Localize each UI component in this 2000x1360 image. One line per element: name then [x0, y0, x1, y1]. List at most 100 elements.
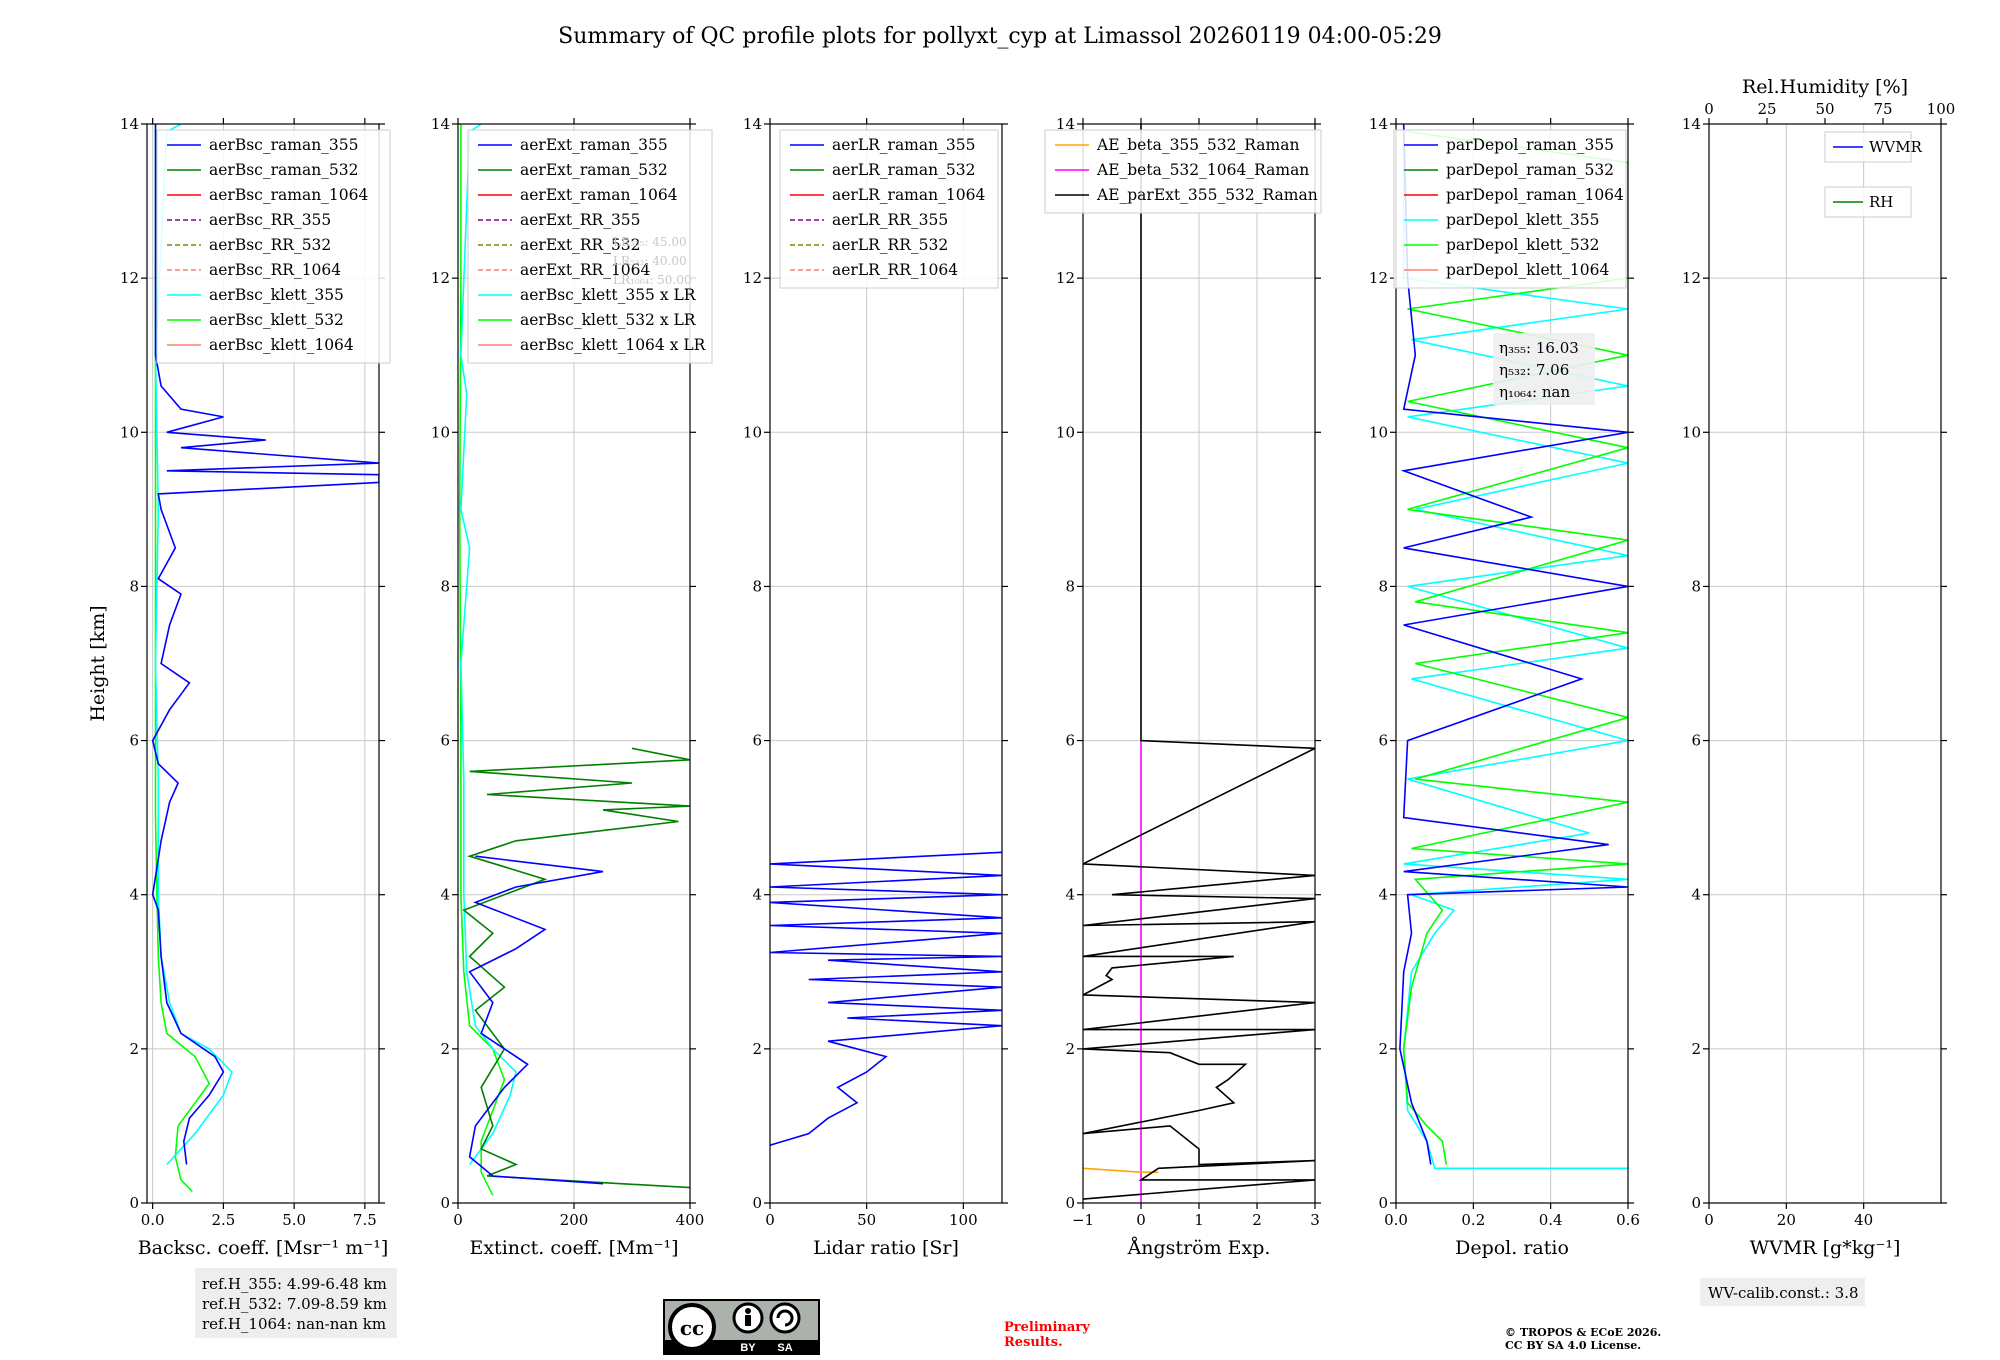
x-tick-label: 2.5: [211, 1211, 235, 1229]
axes-frame: [146, 123, 380, 1204]
eta-label: η₃₅₅: 16.03: [1499, 339, 1579, 357]
y-tick-label: 14: [120, 115, 139, 133]
x-tick-label: 0: [453, 1211, 463, 1229]
preliminary-line2: Results.: [1004, 1335, 1063, 1350]
series-group: [458, 124, 690, 1196]
x-tick-label: 0: [765, 1211, 775, 1229]
y-tick-label: 12: [431, 269, 450, 287]
legend-label: aerExt_raman_532: [520, 161, 668, 179]
legend: AE_beta_355_532_Raman AE_beta_532_1064_Ra…: [1044, 129, 1322, 214]
legend-label: aerBsc_RR_532: [209, 236, 331, 254]
legend-box: [1044, 129, 1322, 214]
y-tick-label: 0: [1065, 1194, 1075, 1212]
legend-label: aerLR_RR_355: [832, 211, 948, 229]
lr-annotation: LR₃₅₅: 45.00: [613, 235, 687, 249]
legend-label: aerBsc_klett_1064 x LR: [520, 336, 707, 354]
y-tick-label: 14: [431, 115, 450, 133]
x-tick-label: 20: [1777, 1211, 1796, 1229]
x-tick-label: 0: [1136, 1211, 1146, 1229]
y-tick-label: 2: [1378, 1040, 1388, 1058]
x-tick-label: 5.0: [282, 1211, 306, 1229]
legend-label: AE_parExt_355_532_Raman: [1096, 186, 1318, 204]
legend-label: aerBsc_RR_355: [209, 211, 331, 229]
legend-box: [156, 129, 391, 364]
legend: parDepol_raman_355 parDepol_raman_532 parD…: [1393, 129, 1627, 289]
wv-calib-text: WV-calib.const.: 3.8: [1708, 1284, 1859, 1302]
x-tick-label: 200: [560, 1211, 589, 1229]
top-x-tick-label: 100: [1927, 100, 1956, 118]
y-tick-label: 10: [1056, 423, 1075, 441]
y-tick-label: 8: [1065, 577, 1075, 595]
x-axis-label: Lidar ratio [Sr]: [813, 1237, 959, 1259]
series-group: [1083, 124, 1315, 1203]
legend-label: aerLR_raman_532: [832, 161, 975, 179]
legend-label: aerBsc_klett_355: [209, 286, 344, 304]
y-tick-label: 4: [1065, 886, 1075, 904]
y-tick-label: 6: [440, 732, 450, 750]
y-tick-label: 10: [431, 423, 450, 441]
y-tick-label: 0: [129, 1194, 139, 1212]
y-tick-label: 6: [1065, 732, 1075, 750]
legend: WVMR RH: [1824, 131, 1923, 218]
y-tick-label: 12: [743, 269, 762, 287]
x-tick-label: 40: [1854, 1211, 1873, 1229]
legend: aerBsc_raman_355 aerBsc_raman_532 aerBsc_r…: [156, 129, 391, 364]
top-x-tick-label: 75: [1873, 100, 1892, 118]
legend-label: aerBsc_klett_532 x LR: [520, 311, 697, 329]
series-group: [770, 851, 1002, 1146]
x-tick-label: 0.0: [1384, 1211, 1408, 1229]
legend-label: aerLR_raman_355: [832, 136, 975, 154]
y-tick-label: 0: [1378, 1194, 1388, 1212]
series-AE_parExt_355_532_Raman: [1083, 124, 1315, 1200]
axes-frame: [1708, 123, 1942, 1204]
ref-height-1064: ref.H_1064: nan-nan km: [202, 1315, 386, 1333]
legend: aerLR_raman_355 aerLR_raman_532 aerLR_rama…: [779, 129, 999, 289]
panel-lr: 0 2 4 6 8 10 12 14 0 50 100 Lidar ratio [Sr] aerLR_r…: [743, 115, 1008, 1259]
y-tick-label: 12: [120, 269, 139, 287]
ref-height-532: ref.H_532: 7.09-8.59 km: [202, 1295, 387, 1313]
y-tick-label: 0: [752, 1194, 762, 1212]
legend-label: aerBsc_raman_355: [209, 136, 359, 154]
y-tick-label: 2: [1065, 1040, 1075, 1058]
legend-label: RH: [1869, 193, 1893, 211]
figure-title: Summary of QC profile plots for pollyxt_…: [558, 24, 1442, 49]
y-tick-label: 8: [1378, 577, 1388, 595]
x-axis-label: Backsc. coeff. [Msr⁻¹ m⁻¹]: [138, 1237, 389, 1259]
y-tick-label: 12: [1056, 269, 1075, 287]
cc-license-badge[interactable]: cc BY SA: [663, 1299, 820, 1355]
lr-annotation: LR₁₀₆₄: 50.00: [613, 273, 691, 287]
panel-ext: 0 2 4 6 8 10 12 14 0 200 400 Extinct. coeff. [Mm⁻¹]…: [431, 115, 713, 1259]
legend-label: AE_beta_355_532_Raman: [1096, 136, 1299, 154]
preliminary-line1: Preliminary: [1004, 1320, 1090, 1335]
y-tick-label: 6: [1378, 732, 1388, 750]
x-axis-label: Depol. ratio: [1455, 1237, 1569, 1259]
y-tick-label: 4: [440, 886, 450, 904]
y-tick-label: 10: [120, 423, 139, 441]
y-tick-label: 6: [129, 732, 139, 750]
x-tick-label: 0.4: [1539, 1211, 1563, 1229]
y-tick-label: 2: [440, 1040, 450, 1058]
y-tick-label: 12: [1682, 269, 1701, 287]
lr-annotation: LR₅₃₂: 40.00: [613, 254, 687, 268]
legend-label: aerBsc_raman_1064: [209, 186, 369, 204]
y-tick-label: 14: [1369, 115, 1388, 133]
series-aerBsc_raman_355: [151, 124, 379, 1165]
axes-frame: [1395, 123, 1629, 1204]
y-tick-label: 12: [1369, 269, 1388, 287]
series-aerExt_raman_355: [468, 855, 604, 1185]
legend-label: aerBsc_raman_532: [209, 161, 359, 179]
y-tick-label: 8: [752, 577, 762, 595]
y-tick-label: 6: [752, 732, 762, 750]
series-aerLR_raman_355: [770, 851, 1002, 1146]
legend-label: aerExt_raman_355: [520, 136, 668, 154]
y-tick-label: 14: [1056, 115, 1075, 133]
x-tick-label: −1: [1072, 1211, 1094, 1229]
x-axis-label: Ångström Exp.: [1127, 1237, 1271, 1259]
top-x-tick-label: 25: [1757, 100, 1776, 118]
panel-depol: 0 2 4 6 8 10 12 14 0.0 0.2 0.4 0.6 Depol. ratio parDe…: [1369, 115, 1640, 1259]
panel-bsc: 0 2 4 6 8 10 12 14 0.0 2.5 5.0 7.5 Backsc. coeff. [M…: [87, 115, 391, 1259]
